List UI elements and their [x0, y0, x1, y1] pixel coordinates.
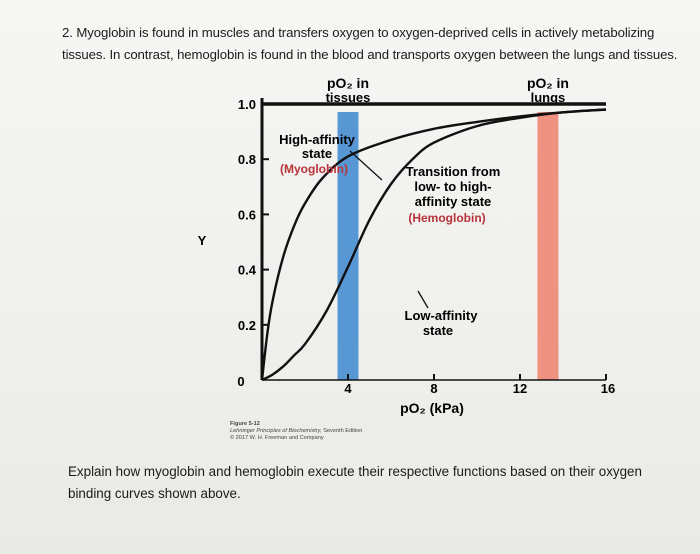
annotation-transition-1: Transition from — [406, 164, 501, 179]
x-tick-label: 16 — [601, 381, 615, 396]
question-text: 2. Myoglobin is found in muscles and tra… — [62, 22, 682, 66]
figure-copyright: © 2017 W. H. Freeman and Company — [230, 435, 324, 441]
annotation-low-affinity-1: Low-affinity — [405, 308, 479, 323]
band-label-lungs-2: lungs — [531, 90, 566, 105]
band-label-tissues-2: tissues — [326, 90, 371, 105]
y-axis-label: Y — [198, 233, 207, 248]
annotation-high-affinity-1: High-affinity — [279, 132, 356, 147]
band-label-lungs-1: pO₂ in — [527, 75, 569, 91]
y-tick-label: 1.0 — [238, 97, 256, 112]
origin-label: 0 — [237, 374, 244, 389]
tick-layer: 0.2 0.4 0.6 0.8 1.0 4 8 12 16 — [238, 97, 615, 396]
annotation-transition-3: affinity state — [415, 194, 492, 209]
annotation-high-affinity-3: (Myoglobin) — [280, 162, 348, 176]
y-tick-label: 0.6 — [238, 207, 256, 222]
x-tick-label: 12 — [513, 381, 527, 396]
x-axis-label: pO₂ (kPa) — [400, 400, 464, 416]
x-tick-label: 8 — [430, 381, 437, 396]
question-body: Myoglobin is found in muscles and transf… — [62, 25, 678, 62]
hemoglobin-curve — [261, 108, 607, 382]
annotation-transition-4: (Hemoglobin) — [408, 211, 485, 225]
myoglobin-curve — [260, 108, 607, 381]
y-tick-label: 0.2 — [238, 318, 256, 333]
figure-edition: Seventh Edition — [323, 428, 363, 434]
question-number: 2. — [62, 25, 73, 40]
figure-number: Figure 5-12 — [230, 421, 260, 427]
annotation-layer: High-affinity state (Myoglobin) Transiti… — [279, 132, 500, 338]
band-tissues — [337, 112, 359, 380]
figure-credit: Figure 5-12 Lehninger Principles of Bioc… — [230, 421, 362, 442]
transition-pointer — [349, 150, 383, 181]
curve-layer — [260, 108, 607, 382]
annotation-high-affinity-2: state — [302, 146, 332, 161]
y-tick-label: 0.8 — [238, 152, 256, 167]
annotation-transition-2: low- to high- — [414, 179, 491, 194]
band-lungs — [537, 112, 559, 380]
y-tick-label: 0.4 — [238, 263, 257, 278]
low-affinity-pointer — [417, 290, 429, 309]
x-tick-label: 4 — [344, 381, 352, 396]
question-prompt: Explain how myoglobin and hemoglobin exe… — [68, 464, 642, 501]
annotation-low-affinity-2: state — [423, 323, 453, 338]
band-label-tissues-1: pO₂ in — [327, 75, 369, 91]
figure-book: Lehninger Principles of Biochemistry, — [230, 428, 322, 434]
